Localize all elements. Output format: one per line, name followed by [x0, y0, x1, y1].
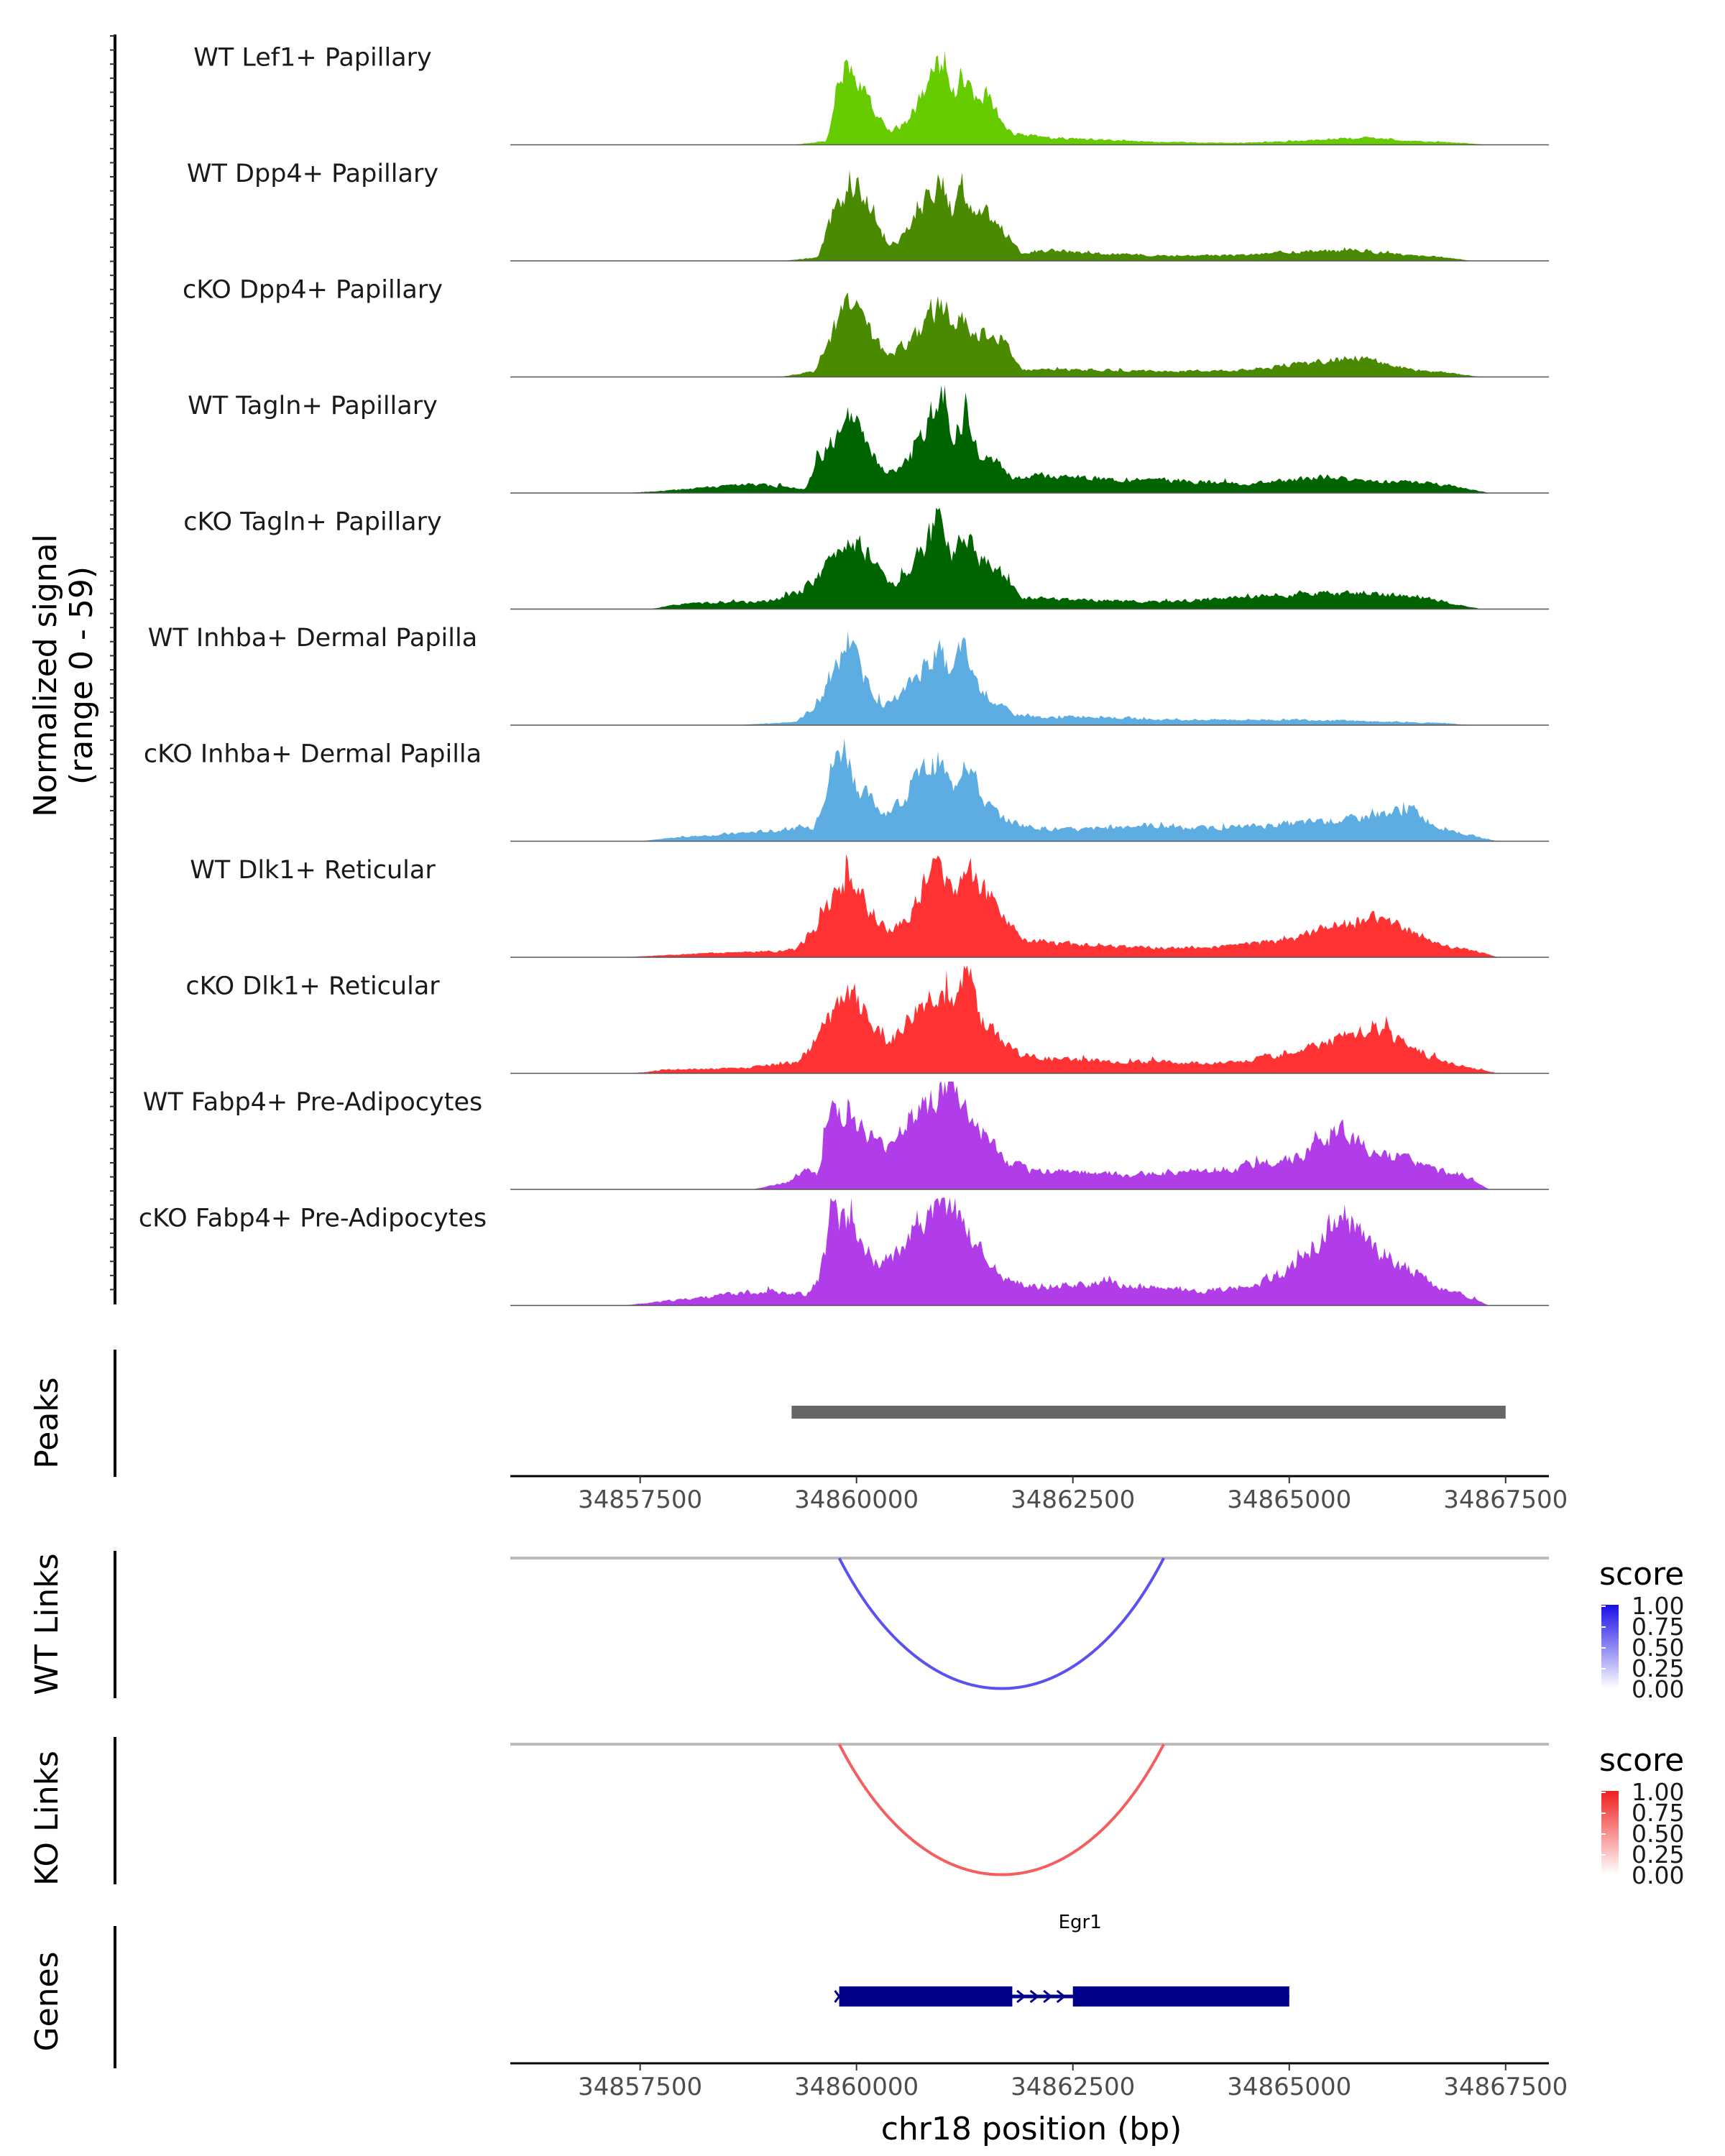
coverage-area	[510, 854, 1506, 957]
x-tick-label: 34860000	[794, 1485, 919, 1514]
coverage-area	[510, 965, 1506, 1074]
coverage-track: cKO Dpp4+ Papillary	[183, 276, 1549, 378]
coverage-track-label: WT Dlk1+ Reticular	[190, 856, 436, 885]
peaks-track	[114, 1350, 1506, 1477]
coverage-track: cKO Dlk1+ Reticular	[185, 965, 1549, 1074]
wt-score-legend: score 1.000.750.500.250.00	[1599, 1556, 1684, 1703]
genes-track: Egr1	[114, 1912, 1289, 2068]
ko-links-track-label: KO Links	[29, 1751, 65, 1886]
x-tick-label: 34867500	[1443, 2073, 1568, 2101]
coverage-track-label: WT Fabp4+ Pre-Adipocytes	[143, 1088, 482, 1117]
coverage-track: cKO Inhba+ Dermal Papilla	[144, 738, 1549, 842]
strand-arrow	[1029, 1989, 1040, 2004]
coverage-area	[510, 738, 1506, 842]
link-arc	[837, 1557, 1165, 1690]
gene-exon	[839, 1986, 1013, 2007]
strand-arrow	[1016, 1989, 1026, 2004]
coverage-track-label: WT Tagln+ Papillary	[188, 392, 438, 420]
coverage-track-label: WT Lef1+ Papillary	[193, 44, 432, 73]
x-axis-lower: 34857500 34860000 34862500 34865000 34867500	[510, 2062, 1568, 2101]
legend-tick-label: 1.00	[1632, 1778, 1684, 1806]
x-tick-label: 34867500	[1443, 1485, 1568, 1514]
strand-arrow	[1043, 1989, 1053, 2004]
x-tick-label: 34862500	[1011, 1485, 1135, 1514]
legend-tick-label: 0.50	[1632, 1634, 1684, 1662]
ko-legend-title: score	[1599, 1742, 1684, 1779]
legend-tick-label: 0.50	[1632, 1820, 1684, 1848]
x-tick-label: 34862500	[1011, 2073, 1135, 2101]
legend-tick-label: 0.25	[1632, 1841, 1684, 1869]
link-arc	[837, 1743, 1165, 1876]
x-tick-label: 34857500	[578, 1485, 702, 1514]
coverage-track-label: cKO Dlk1+ Reticular	[185, 972, 440, 1001]
coverage-track: WT Lef1+ Papillary	[193, 44, 1549, 146]
coverage-track-label: WT Dpp4+ Papillary	[187, 160, 438, 188]
ko-links-track	[114, 1737, 1549, 1884]
strand-arrow	[1056, 1989, 1067, 2004]
peak-region	[791, 1406, 1506, 1419]
legend-tick-label: 0.00	[1632, 1675, 1684, 1703]
coverage-area	[510, 170, 1506, 261]
wt-legend-colorbar	[1601, 1605, 1619, 1688]
coverage-area	[510, 1082, 1506, 1189]
x-tick-label: 34865000	[1227, 1485, 1351, 1514]
wt-links-track-label: WT Links	[29, 1553, 65, 1695]
x-axis-title: chr18 position (bp)	[881, 2111, 1182, 2147]
wt-links-track	[114, 1551, 1549, 1698]
coverage-track-label: cKO Fabp4+ Pre-Adipocytes	[139, 1204, 487, 1233]
coverage-area	[510, 630, 1506, 725]
coverage-area	[510, 50, 1506, 145]
coverage-area	[510, 385, 1506, 493]
coverage-area	[510, 292, 1506, 377]
coverage-area	[510, 1197, 1506, 1306]
ko-legend-colorbar	[1601, 1791, 1619, 1874]
wt-legend-title: score	[1599, 1556, 1684, 1593]
x-tick-label: 34857500	[578, 2073, 702, 2101]
coverage-track-label: cKO Dpp4+ Papillary	[183, 276, 443, 305]
peaks-track-label: Peaks	[29, 1377, 65, 1468]
gene-exon	[1072, 1986, 1289, 2007]
gene-start-mark	[834, 1990, 845, 2003]
coverage-track: WT Dpp4+ Papillary	[187, 160, 1549, 262]
gene-label: Egr1	[1059, 1912, 1102, 1933]
legend-tick-label: 1.00	[1632, 1592, 1684, 1620]
coverage-track: WT Dlk1+ Reticular	[190, 854, 1549, 958]
coverage-track: WT Tagln+ Papillary	[188, 385, 1549, 494]
x-tick-label: 34860000	[794, 2073, 919, 2101]
legend-tick-label: 0.00	[1632, 1861, 1684, 1889]
coverage-track-label: WT Inhba+ Dermal Papilla	[148, 624, 477, 653]
y-axis-range: (range 0 - 59)	[63, 566, 100, 785]
coverage-track: WT Inhba+ Dermal Papilla	[148, 624, 1549, 726]
coverage-track-label: cKO Tagln+ Papillary	[183, 508, 442, 537]
genes-track-label: Genes	[29, 1951, 65, 2051]
coverage-track: WT Fabp4+ Pre-Adipocytes	[143, 1082, 1549, 1190]
legend-tick-label: 0.75	[1632, 1613, 1684, 1641]
coverage-area	[510, 507, 1506, 609]
x-tick-label: 34865000	[1227, 2073, 1351, 2101]
coverage-tracks: WT Lef1+ Papillary WT Dpp4+ Papillary cKO …	[110, 34, 1549, 1307]
legend-tick-label: 0.25	[1632, 1654, 1684, 1682]
x-axis-upper: 34857500 34860000 34862500 34865000 34867500	[510, 1475, 1568, 1514]
coverage-track-label: cKO Inhba+ Dermal Papilla	[144, 740, 482, 769]
y-axis-title: Normalized signal	[27, 534, 64, 817]
ko-score-legend: score 1.000.750.500.250.00	[1599, 1742, 1684, 1889]
legend-tick-label: 0.75	[1632, 1799, 1684, 1827]
coverage-track: cKO Fabp4+ Pre-Adipocytes	[139, 1197, 1549, 1307]
coverage-track: cKO Tagln+ Papillary	[183, 507, 1549, 610]
